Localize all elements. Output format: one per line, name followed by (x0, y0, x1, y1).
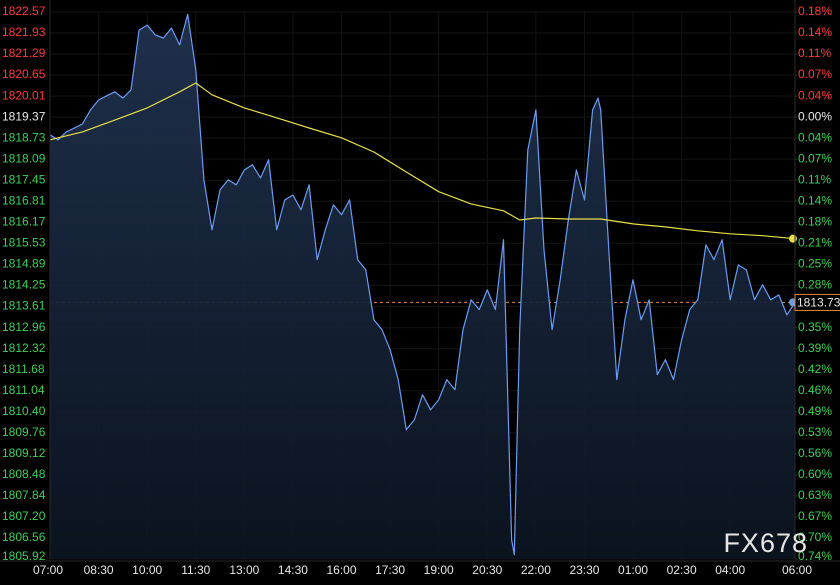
y-tick-label: 1817.45 (2, 172, 46, 186)
x-tick-label: 20:30 (472, 563, 502, 577)
y-tick-label: 1807.20 (2, 509, 46, 523)
y-tick-label: 1808.48 (2, 467, 46, 481)
y-tick-label: 1820.01 (2, 88, 46, 102)
y2-tick-label: 0.42% (798, 362, 832, 376)
x-tick-label: 19:00 (424, 563, 454, 577)
y-tick-label: 1811.04 (2, 383, 45, 397)
y-tick-label: 1810.40 (2, 404, 46, 418)
y2-tick-label: 0.04% (798, 130, 832, 144)
y-tick-label: 1818.09 (2, 151, 46, 165)
y-tick-label: 1821.29 (2, 46, 46, 60)
y2-tick-label: 0.49% (798, 404, 832, 418)
line (49, 13, 796, 556)
y2-tick-label: 0.46% (798, 383, 832, 397)
x-tick-label: 13:00 (229, 563, 259, 577)
y2-tick-label: 0.70% (798, 530, 832, 544)
x-tick-label: 10:00 (132, 563, 162, 577)
price-label: 1813.73 (797, 296, 840, 310)
x-tick-label: 23:30 (569, 563, 599, 577)
y2-tick-label: 0.39% (798, 341, 832, 355)
y2-tick-label: 0.56% (798, 446, 832, 460)
y-tick-label: 1805.92 (2, 549, 46, 563)
y-tick-label: 1816.81 (2, 193, 46, 207)
y-tick-label: 1822.57 (2, 4, 46, 18)
y2-tick-label: 0.07% (798, 67, 832, 81)
x-tick-label: 22:00 (521, 563, 551, 577)
x-tick-label: 11:30 (181, 563, 210, 577)
area (50, 14, 795, 560)
y-tick-label: 1820.65 (2, 67, 46, 81)
y2-tick-label: 0.11% (798, 46, 831, 60)
x-tick-label: 17:30 (375, 563, 405, 577)
y2-tick-label: 0.63% (798, 488, 832, 502)
y2-tick-label: 0.14% (798, 25, 832, 39)
y2-tick-label: 0.35% (798, 320, 832, 334)
y-tick-label: 1821.93 (2, 25, 46, 39)
y-tick-label: 1807.84 (2, 488, 46, 502)
y-tick-label: 1819.37 (2, 109, 46, 123)
y2-tick-label: 0.18% (798, 4, 832, 18)
y2-tick-label: 0.00% (798, 109, 832, 123)
y-tick-label: 1806.56 (2, 530, 46, 544)
y-tick-label: 1812.32 (2, 341, 46, 355)
y2-tick-label: 0.04% (798, 88, 832, 102)
y-tick-label: 1809.12 (2, 446, 46, 460)
y2-tick-label: 0.67% (798, 509, 832, 523)
plot (49, 13, 797, 560)
y-tick-label: 1818.73 (2, 130, 46, 144)
y-tick-label: 1811.68 (2, 362, 45, 376)
x-tick-label: 06:00 (782, 563, 812, 577)
x-tick-label: 07:00 (33, 563, 63, 577)
y-tick-label: 1812.96 (2, 320, 46, 334)
end-dot (789, 234, 797, 243)
y-tick-label: 1815.53 (2, 235, 46, 249)
price-label-box (794, 293, 840, 311)
x-tick-label: 02:30 (667, 563, 697, 577)
x-tick-label: 08:30 (84, 563, 114, 577)
y-tick-label: 1809.76 (2, 425, 46, 439)
y2-tick-label: 0.60% (798, 467, 832, 481)
watermark: FX678 (723, 528, 808, 558)
y2-tick-label: 0.07% (798, 151, 832, 165)
y2-tick-label: 0.25% (798, 256, 832, 270)
y2-tick-label: 0.28% (798, 277, 832, 291)
y2-tick-label: 0.18% (798, 214, 832, 228)
y2-tick-label: 0.21% (798, 235, 832, 249)
y2-tick-label: 0.74% (798, 549, 832, 563)
x-tick-label: 01:00 (618, 563, 648, 577)
x-tick-label: 14:30 (278, 563, 308, 577)
y2-tick-label: 0.53% (798, 425, 832, 439)
line (49, 82, 796, 240)
x-tick-label: 16:00 (327, 563, 357, 577)
y-tick-label: 1814.89 (2, 256, 46, 270)
y-tick-label: 1814.25 (2, 278, 46, 292)
y-tick-label: 1816.17 (2, 214, 46, 228)
y2-tick-label: 0.11% (798, 172, 831, 186)
x-tick-label: 04:00 (715, 563, 745, 577)
y2-tick-label: 0.14% (798, 193, 832, 207)
y-tick-label: 1813.61 (2, 299, 46, 313)
